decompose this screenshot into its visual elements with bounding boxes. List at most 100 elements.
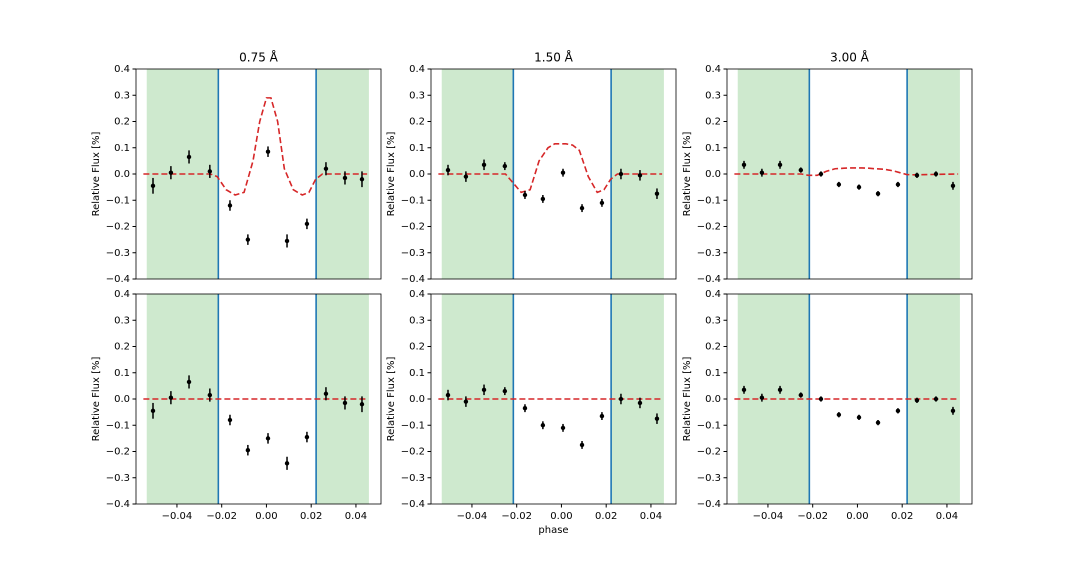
panel-title: 0.75 Å <box>239 50 279 65</box>
data-point <box>818 171 824 177</box>
data-point <box>759 395 765 400</box>
out-of-transit-region <box>316 69 369 279</box>
data-point <box>933 396 939 402</box>
data-point <box>445 167 451 173</box>
x-tick-label: 0.02 <box>300 511 322 522</box>
y-axis-label: Relative Flux [%] <box>682 132 693 217</box>
data-point <box>304 221 310 227</box>
data-point <box>540 196 546 202</box>
model-line <box>143 97 368 196</box>
data-point <box>284 461 290 466</box>
y-tick-label: 0.0 <box>114 169 130 180</box>
data-point <box>342 175 348 181</box>
data-point <box>540 423 546 428</box>
data-point <box>445 392 451 398</box>
data-point <box>265 436 271 441</box>
y-tick-label: 0.3 <box>705 90 721 101</box>
y-tick-label: 0.3 <box>114 315 130 326</box>
y-tick-label: −0.3 <box>401 248 425 259</box>
data-point <box>836 182 842 187</box>
x-axis-label: phase <box>538 525 568 536</box>
y-axis-label: Relative Flux [%] <box>386 132 397 217</box>
data-point <box>245 447 251 453</box>
data-point <box>798 392 804 398</box>
y-tick-label: −0.3 <box>697 248 721 259</box>
y-tick-label: 0.0 <box>409 394 425 405</box>
data-point <box>856 184 862 190</box>
x-tick-label: −0.02 <box>206 511 237 522</box>
y-tick-label: −0.2 <box>401 222 425 233</box>
data-point <box>481 162 487 168</box>
data-point <box>522 405 528 411</box>
y-axis-label: Relative Flux [%] <box>386 357 397 442</box>
y-tick-label: 0.2 <box>409 117 425 128</box>
y-tick-label: 0.3 <box>114 90 130 101</box>
y-tick-label: 0.0 <box>114 394 130 405</box>
data-point <box>207 392 213 398</box>
data-point <box>207 169 213 174</box>
data-point <box>741 387 747 393</box>
data-point <box>599 200 605 206</box>
data-point <box>777 387 783 393</box>
x-tick-label: −0.04 <box>162 511 193 522</box>
data-point <box>914 173 920 178</box>
y-tick-label: −0.4 <box>401 274 425 285</box>
y-tick-label: −0.3 <box>697 473 721 484</box>
data-point <box>323 391 329 396</box>
x-tick-label: −0.04 <box>457 511 488 522</box>
y-tick-label: −0.1 <box>697 195 721 206</box>
x-tick-label: −0.02 <box>501 511 532 522</box>
y-tick-label: 0.2 <box>705 342 721 353</box>
y-tick-label: 0.3 <box>705 315 721 326</box>
y-tick-label: 0.3 <box>409 315 425 326</box>
y-tick-label: 0.4 <box>409 289 425 300</box>
data-point <box>875 191 881 196</box>
data-point <box>777 162 783 168</box>
x-tick-label: 0.04 <box>936 511 958 522</box>
data-point <box>227 417 233 423</box>
y-tick-label: −0.2 <box>697 222 721 233</box>
data-point <box>186 154 192 160</box>
y-tick-label: 0.4 <box>409 64 425 75</box>
data-point <box>618 171 624 177</box>
y-tick-label: 0.1 <box>705 143 721 154</box>
y-tick-label: −0.2 <box>106 222 130 233</box>
data-point <box>579 205 585 211</box>
model-line <box>734 167 959 177</box>
x-tick-label: −0.04 <box>753 511 784 522</box>
y-axis-label: Relative Flux [%] <box>91 132 102 217</box>
data-point <box>150 408 156 414</box>
y-tick-label: −0.1 <box>401 420 425 431</box>
data-point <box>245 237 251 242</box>
data-point <box>933 171 939 177</box>
y-tick-label: 0.1 <box>409 368 425 379</box>
y-tick-label: −0.1 <box>401 195 425 206</box>
data-point <box>463 399 469 404</box>
y-tick-label: 0.4 <box>114 289 130 300</box>
data-point <box>950 183 956 189</box>
data-point <box>284 238 290 244</box>
x-tick-label: 0.00 <box>255 511 277 522</box>
panel-title: 3.00 Å <box>830 50 870 65</box>
x-tick-label: 0.02 <box>891 511 913 522</box>
data-point <box>599 413 605 419</box>
data-point <box>168 170 174 175</box>
data-point <box>618 396 624 402</box>
data-point <box>522 192 528 198</box>
y-tick-label: −0.3 <box>106 248 130 259</box>
y-tick-label: −0.2 <box>697 447 721 458</box>
y-tick-label: −0.1 <box>106 195 130 206</box>
data-point <box>895 408 901 414</box>
data-point <box>463 174 469 179</box>
y-tick-label: 0.3 <box>409 90 425 101</box>
y-tick-label: 0.0 <box>705 169 721 180</box>
y-tick-label: −0.3 <box>106 473 130 484</box>
y-axis-label: Relative Flux [%] <box>682 357 693 442</box>
data-point <box>950 408 956 414</box>
y-tick-label: −0.2 <box>106 447 130 458</box>
data-point <box>856 415 862 420</box>
panel-title: 1.50 Å <box>534 50 574 65</box>
data-point <box>150 183 156 189</box>
data-point <box>560 170 566 175</box>
